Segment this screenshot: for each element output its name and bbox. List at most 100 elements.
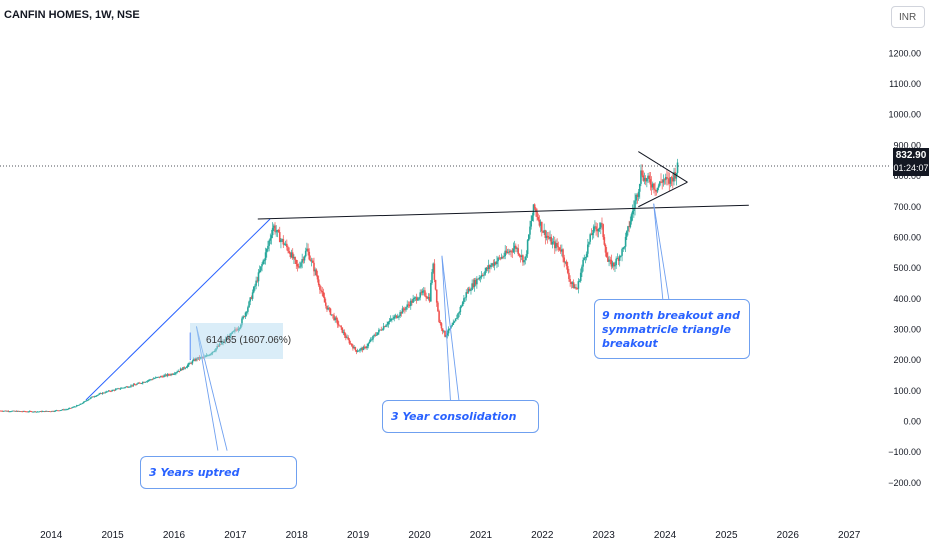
candle-body: [340, 325, 342, 328]
candle-body: [435, 289, 438, 303]
candle-body: [629, 221, 632, 228]
candle-body: [70, 407, 72, 409]
candle-body: [561, 249, 563, 252]
candle-body: [376, 332, 379, 335]
candle-body: [147, 380, 150, 381]
candle-body: [668, 178, 671, 184]
candle-body: [44, 411, 46, 412]
candle-body: [615, 258, 617, 266]
candle-body: [80, 403, 83, 405]
candle-body: [564, 261, 567, 263]
candle-body: [197, 356, 200, 360]
candle-body: [623, 246, 626, 248]
candle-body: [398, 315, 400, 318]
candle-body: [291, 252, 294, 259]
candle-body: [299, 266, 301, 268]
currency-button[interactable]: INR: [891, 6, 925, 28]
candle-body: [523, 260, 525, 263]
candle-body: [12, 410, 14, 412]
candle-body: [180, 368, 183, 371]
candle-body: [221, 342, 223, 345]
candle-body: [342, 332, 345, 333]
candle-body: [106, 391, 109, 393]
candle-body: [199, 357, 202, 359]
candle-body: [130, 385, 132, 387]
pointer-line: [441, 255, 452, 413]
candle-body: [489, 265, 491, 268]
candle-body: [674, 172, 676, 179]
candle-body: [452, 322, 455, 325]
candle-body: [439, 321, 442, 324]
x-tick-label: 2022: [531, 530, 554, 541]
candle-body: [348, 339, 351, 344]
candle-body: [474, 279, 477, 285]
candle-body: [529, 226, 531, 235]
candle-body: [450, 326, 452, 329]
candle-body: [651, 183, 654, 188]
candle-body: [539, 221, 542, 226]
candle-body: [366, 346, 368, 349]
candle-body: [13, 410, 15, 412]
candle-body: [440, 323, 443, 329]
candle-body: [282, 239, 285, 245]
candle-body: [235, 329, 237, 331]
candle-body: [491, 263, 494, 266]
candle-body: [550, 236, 553, 245]
candle-body: [669, 177, 672, 184]
candle-body: [515, 245, 517, 249]
candle-body: [23, 411, 26, 412]
candle-body: [198, 356, 201, 359]
trendlines-layer: [85, 151, 749, 401]
y-tick-label: 600.00: [893, 232, 921, 242]
candle-body: [533, 204, 536, 209]
candle-body: [506, 251, 509, 253]
candle-body: [646, 178, 648, 182]
y-tick-label: 1200.00: [888, 48, 921, 58]
candle-body: [322, 292, 325, 297]
candle-body: [371, 339, 373, 341]
candle-body: [408, 304, 411, 307]
candle-body: [653, 183, 655, 190]
candle-body: [244, 312, 247, 317]
candle-body: [150, 379, 152, 381]
candle-body: [93, 396, 96, 398]
candle-body: [373, 334, 375, 336]
candle-body: [590, 234, 593, 236]
candle-body: [222, 341, 224, 343]
candle-body: [553, 241, 556, 249]
candle-body: [551, 241, 554, 245]
candle-body: [648, 175, 651, 180]
candle-body: [464, 297, 466, 299]
candle-body: [278, 232, 281, 243]
candle-body: [603, 237, 606, 245]
candle-body: [256, 280, 259, 282]
note-breakout[interactable]: 9 month breakout and symmatricle triangl…: [594, 299, 750, 359]
candle-body: [472, 283, 475, 288]
measure-tool[interactable]: 614.65 (1607.06%): [190, 323, 291, 359]
pointer-line: [653, 203, 664, 301]
candle-body: [638, 183, 641, 192]
candle-body: [321, 290, 324, 293]
candle-body: [614, 265, 616, 267]
candle-body: [375, 334, 378, 336]
candle-body: [481, 275, 484, 276]
candle-body: [261, 263, 263, 267]
candle-body: [490, 265, 492, 268]
note-uptrend[interactable]: 3 Years uptred: [140, 456, 297, 489]
candle-body: [473, 279, 476, 288]
candle-body: [507, 251, 510, 253]
candle-body: [294, 257, 296, 260]
candle-body: [448, 328, 451, 330]
candle-body: [65, 409, 67, 411]
candle-body: [659, 181, 661, 186]
candle-body: [104, 392, 106, 394]
candle-body: [387, 322, 390, 325]
note-consolidation[interactable]: 3 Year consolidation: [382, 400, 539, 433]
candle-body: [100, 393, 103, 395]
candle-body: [368, 341, 371, 344]
candle-body: [127, 387, 130, 388]
candle-body: [662, 179, 665, 183]
candle-body: [179, 368, 182, 371]
candle-body: [612, 262, 615, 267]
